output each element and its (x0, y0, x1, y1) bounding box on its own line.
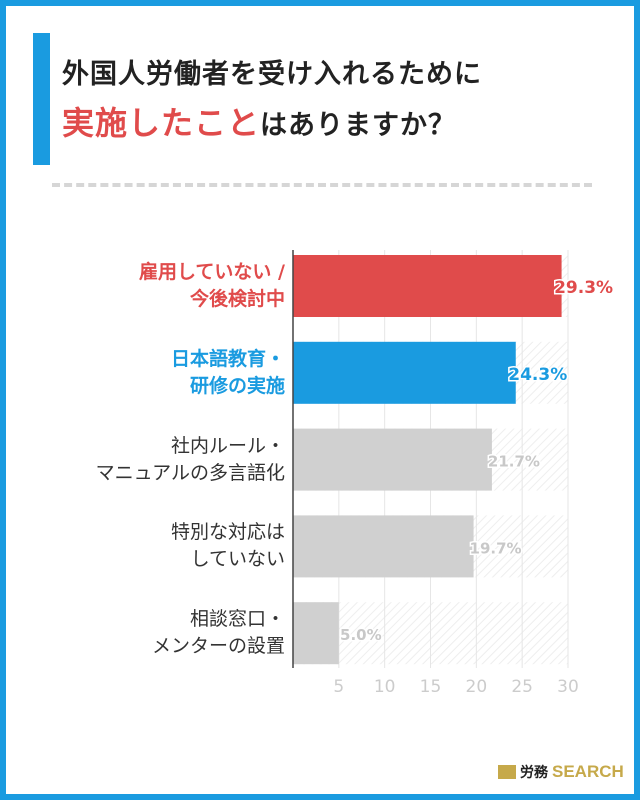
title-line1: 外国人労働者を受け入れるために (62, 59, 482, 90)
x-tick-label: 15 (420, 677, 442, 697)
bar (293, 255, 562, 317)
title-accent-bar (33, 33, 50, 165)
x-tick-label: 30 (557, 677, 579, 697)
category-label: 特別な対応はしていない (171, 519, 285, 573)
category-label-line: 雇用していない / (139, 261, 285, 283)
bar (293, 602, 339, 665)
bar (293, 341, 516, 404)
category-label-line: 社内ルール・ (170, 434, 285, 457)
category-label-line: していない (190, 548, 285, 571)
data-label: 19.7% (470, 539, 522, 557)
title-line2: 実施したことはありますか？ (62, 98, 456, 144)
logo: 労務 SEARCH (498, 762, 624, 782)
bar (293, 515, 474, 578)
x-tick-label: 20 (466, 677, 488, 697)
category-label-line: 研修の実施 (189, 374, 285, 397)
category-label-line: 特別な対応は (170, 521, 285, 544)
x-tick-label: 10 (374, 677, 396, 697)
category-label-line: マニュアルの多言語化 (95, 461, 285, 484)
title-highlight: 実施したこと (62, 104, 261, 142)
logo-en: SEARCH (552, 762, 624, 781)
data-label: 29.3% (554, 278, 613, 298)
bar (293, 428, 492, 491)
x-tick-label: 5 (333, 677, 344, 697)
divider (52, 183, 592, 187)
category-label-line: 今後検討中 (189, 288, 285, 310)
logo-icon (498, 765, 516, 779)
category-label: 雇用していない / 今後検討中 (139, 259, 285, 313)
category-label: 社内ルール・マニュアルの多言語化 (96, 433, 285, 487)
category-label: 相談窓口・メンターの設置 (152, 606, 285, 660)
logo-jp: 労務 (520, 765, 548, 781)
data-label: 5.0% (340, 626, 382, 644)
category-label-line: メンターの設置 (151, 635, 285, 658)
category-label: 日本語教育・研修の実施 (171, 346, 285, 400)
data-label: 21.7% (488, 453, 540, 471)
data-label: 24.3% (508, 365, 567, 385)
category-label-line: 日本語教育・ (170, 347, 285, 370)
title-rest: はありますか？ (260, 110, 457, 141)
category-label-line: 相談窓口・ (189, 608, 285, 631)
x-tick-label: 25 (511, 677, 533, 697)
